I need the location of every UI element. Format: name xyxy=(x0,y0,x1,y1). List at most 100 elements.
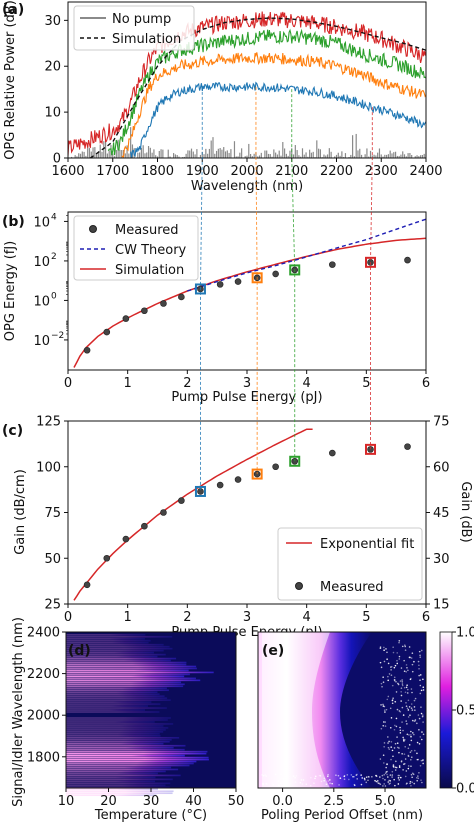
heatmap-d-streak xyxy=(66,744,186,747)
tick-label-y-d: 2200 xyxy=(27,667,60,682)
heatmap-d-streak xyxy=(66,679,201,682)
heatmap-d-streak xyxy=(66,719,168,721)
tick-exponent-y-b: 0 xyxy=(51,291,57,301)
tick-label-y-d: 2400 xyxy=(27,626,60,641)
series-cw-theory xyxy=(187,218,426,292)
tick-label-y-b: 10 xyxy=(33,294,50,309)
heatmap-d-streak xyxy=(66,735,161,737)
tick-label-y2-c: 45 xyxy=(433,506,450,521)
tick-label-x-e: 2.5 xyxy=(323,794,344,809)
data-point-measured-c xyxy=(404,443,411,450)
legend-label-measured-c: Measured xyxy=(320,580,384,595)
tick-label-x-a: 1800 xyxy=(141,164,174,179)
heatmap-d-streak xyxy=(66,691,158,694)
axis-label-y-d: Signal/Idler Wavelength (nm) xyxy=(11,617,26,807)
tick-label-x-d: 50 xyxy=(228,794,245,809)
panel-e: 0.0 2.5 5.0 Poling Period Offset (nm) (e) … xyxy=(257,626,474,822)
legend-a: No pump Simulation xyxy=(73,5,195,51)
legend-label-simulation-b: Simulation xyxy=(115,263,184,278)
heatmap-d-streak xyxy=(66,723,174,725)
heatmap-d-streak xyxy=(66,717,171,719)
heatmap-d-streak xyxy=(66,778,173,781)
tick-label-x-e: 5.0 xyxy=(375,794,396,809)
heatmap-d-streak xyxy=(66,740,170,743)
tick-label-x-c: 5 xyxy=(362,610,370,625)
panel-label-c: (c) xyxy=(2,423,23,439)
heatmap-d-streak xyxy=(66,758,209,761)
heatmap-d-streak xyxy=(66,651,154,654)
legend-label-simulation: Simulation xyxy=(112,32,181,47)
tick-label-x-b: 6 xyxy=(422,376,430,391)
heatmap-d-streak xyxy=(66,786,170,789)
data-point-measured-b xyxy=(234,278,242,285)
data-point-measured-c xyxy=(103,554,111,562)
heatmap-d-streak xyxy=(66,671,214,674)
heatmap-d-streak xyxy=(66,725,164,727)
data-point-measured-c xyxy=(122,535,130,543)
tick-label-x-b: 2 xyxy=(183,376,191,391)
colorbar-tick-label: 0.00 xyxy=(456,782,474,797)
tick-label-y-a: 20 xyxy=(44,60,61,75)
panel-d: 10 20 30 40 50 1800 2000 2200 2400 Temperature … xyxy=(11,617,244,822)
heatmap-d-streak xyxy=(66,685,184,688)
heatmap-d-streak xyxy=(66,748,185,751)
colorbar-tick-label: 1.0 xyxy=(456,626,474,641)
heatmap-d-streak xyxy=(66,701,152,703)
connector-line xyxy=(200,86,203,492)
tick-label-x-c: 4 xyxy=(303,610,311,625)
tick-label-y-b: 10 xyxy=(33,215,50,230)
tick-exponent-y-b: 4 xyxy=(51,212,57,222)
heatmap-d-streak xyxy=(66,707,167,709)
tick-label-y-d: 1800 xyxy=(27,750,60,765)
tick-label-y-c: 75 xyxy=(44,506,61,521)
heatmap-d-streak xyxy=(66,665,197,668)
legend-swatch-measured-c xyxy=(295,582,303,590)
colorbar-tick-label: 0.5 xyxy=(456,704,474,719)
heatmap-d-streak xyxy=(66,687,167,690)
panel-label-b: (b) xyxy=(2,214,25,230)
axis-label-x-e: Poling Period Offset (nm) xyxy=(261,808,423,822)
tick-label-x-c: 3 xyxy=(243,610,251,625)
heatmap-d-streak xyxy=(66,750,208,753)
tick-label-y2-c: 30 xyxy=(433,552,450,567)
tick-label-x-c: 1 xyxy=(124,610,132,625)
data-point-measured-b xyxy=(178,293,185,301)
data-point-measured-b xyxy=(103,328,111,336)
heatmap-d-streak xyxy=(66,657,177,660)
data-point-measured-b xyxy=(404,256,411,264)
tick-label-y-a: 10 xyxy=(44,106,61,121)
tick-label-x-a: 1900 xyxy=(186,164,219,179)
tick-label-y-d: 2000 xyxy=(27,709,60,724)
heatmap-d-streak xyxy=(66,788,158,791)
heatmap-d-streak xyxy=(66,760,197,763)
heatmap-d-streak xyxy=(66,639,151,642)
tick-label-x-a: 2200 xyxy=(320,164,353,179)
tick-label-x-d: 40 xyxy=(185,794,202,809)
legend-b: Measured CW Theory Simulation xyxy=(73,215,199,281)
heatmap-d-streak xyxy=(66,756,209,759)
tick-label-y2-c: 15 xyxy=(433,598,450,613)
tick-label-y-a: 30 xyxy=(44,14,61,29)
tick-label-x-c: 6 xyxy=(422,610,430,625)
tick-exponent-y-b: 2 xyxy=(51,252,57,262)
heatmap-d-streak xyxy=(66,683,185,686)
panel-label-e: (e) xyxy=(262,643,284,659)
heatmap-d-streak xyxy=(66,641,149,644)
legend-swatch-measured xyxy=(89,225,97,233)
heatmap-d-streak xyxy=(66,661,187,664)
tick-label-x-a: 1600 xyxy=(51,164,84,179)
series-no-pump xyxy=(69,127,426,158)
tick-label-x-a: 2400 xyxy=(409,164,442,179)
tick-label-y-b: 10 xyxy=(33,255,50,270)
heatmap-d-streak xyxy=(66,784,166,787)
axis-label-x-d: Temperature (°C) xyxy=(94,808,207,822)
heatmap-d-streak xyxy=(66,675,185,678)
tick-label-x-c: 0 xyxy=(64,610,72,625)
heatmap-d-streak xyxy=(66,669,189,672)
heatmap-d-streak xyxy=(66,790,174,793)
series-trace-4 xyxy=(121,52,426,158)
tick-label-y-a: 0 xyxy=(53,152,61,167)
